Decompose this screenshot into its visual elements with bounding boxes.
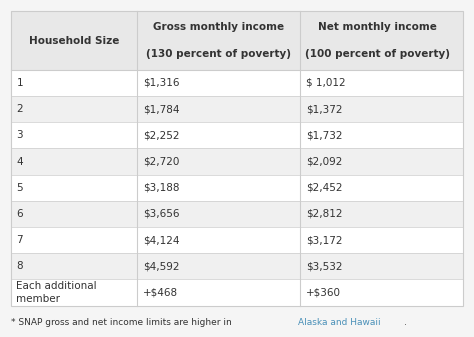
Bar	[11, 70, 463, 96]
Text: $3,188: $3,188	[143, 183, 180, 193]
Text: +$468: +$468	[143, 287, 178, 298]
Bar	[11, 175, 463, 201]
Text: $3,656: $3,656	[143, 209, 180, 219]
Text: * SNAP gross and net income limits are higher in: * SNAP gross and net income limits are h…	[11, 318, 235, 327]
Bar	[11, 11, 463, 306]
FancyBboxPatch shape	[11, 11, 463, 70]
Text: .: .	[404, 318, 407, 327]
Text: $1,316: $1,316	[143, 78, 180, 88]
Text: $2,812: $2,812	[306, 209, 343, 219]
Text: 7: 7	[17, 235, 23, 245]
Text: $2,452: $2,452	[306, 183, 343, 193]
Bar	[11, 227, 463, 253]
Text: $2,252: $2,252	[143, 130, 180, 140]
Bar	[11, 253, 463, 279]
Text: $1,372: $1,372	[306, 104, 343, 114]
Bar	[11, 279, 463, 306]
Text: 6: 6	[17, 209, 23, 219]
Text: Gross monthly income

(130 percent of poverty): Gross monthly income (130 percent of pov…	[146, 23, 292, 59]
Text: Household Size: Household Size	[29, 36, 119, 45]
Text: $2,720: $2,720	[143, 157, 180, 166]
Text: $4,592: $4,592	[143, 261, 180, 271]
Bar	[11, 148, 463, 175]
Bar	[11, 201, 463, 227]
Text: +$360: +$360	[306, 287, 341, 298]
Text: $4,124: $4,124	[143, 235, 180, 245]
Text: 4: 4	[17, 157, 23, 166]
Text: 8: 8	[17, 261, 23, 271]
Bar	[11, 122, 463, 148]
Text: Each additional
member: Each additional member	[17, 281, 97, 304]
Text: $3,172: $3,172	[306, 235, 343, 245]
Text: Alaska and Hawaii: Alaska and Hawaii	[298, 318, 380, 327]
Text: $2,092: $2,092	[306, 157, 342, 166]
Text: $3,532: $3,532	[306, 261, 343, 271]
Text: Net monthly income

(100 percent of poverty): Net monthly income (100 percent of pover…	[305, 23, 450, 59]
Text: 1: 1	[17, 78, 23, 88]
Text: $ 1,012: $ 1,012	[306, 78, 346, 88]
Text: 5: 5	[17, 183, 23, 193]
Text: 2: 2	[17, 104, 23, 114]
Text: $1,732: $1,732	[306, 130, 343, 140]
Text: $1,784: $1,784	[143, 104, 180, 114]
Text: 3: 3	[17, 130, 23, 140]
Bar	[11, 96, 463, 122]
